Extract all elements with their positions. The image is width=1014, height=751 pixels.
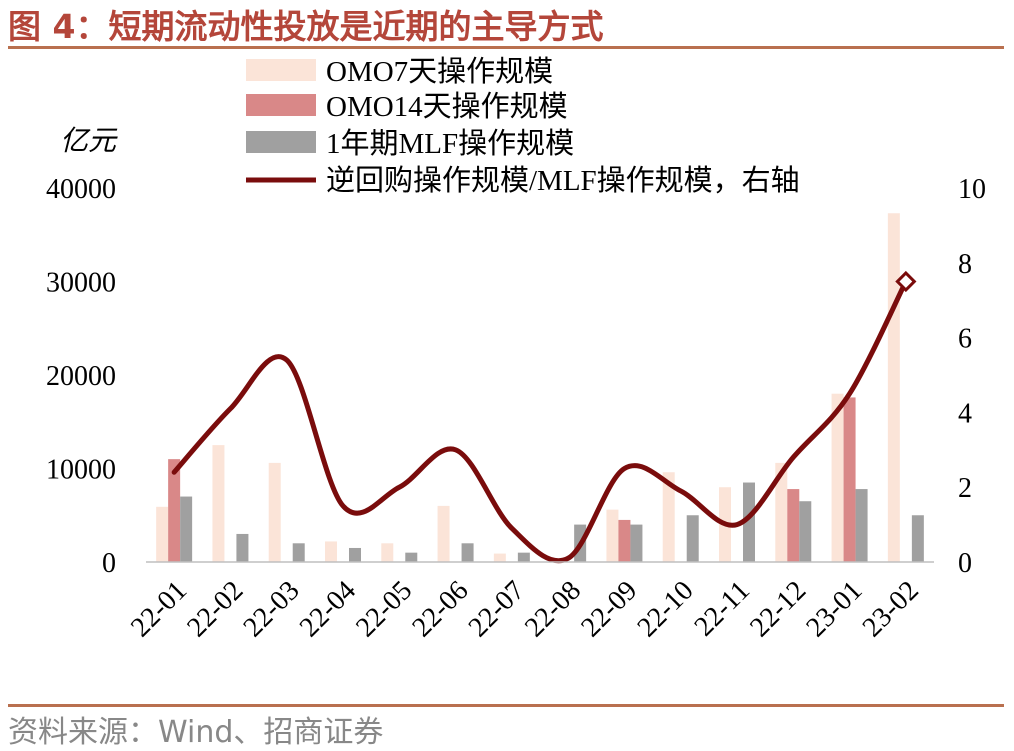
bar-2-22-02 <box>236 533 249 562</box>
legend-swatch-2 <box>246 131 316 153</box>
y-left-tick-label: 30000 <box>46 268 116 299</box>
bar-1-22-01 <box>168 459 181 562</box>
legend-label-1: OMO14天操作规模 <box>326 90 568 123</box>
figure-title: 图 4：短期流动性投放是近期的主导方式 <box>8 7 604 46</box>
y-left-tick-label: 20000 <box>46 361 116 392</box>
y-right-tick-label: 0 <box>958 548 972 579</box>
bar-2-22-06 <box>461 543 474 562</box>
ratio-line <box>171 279 909 564</box>
bar-0-23-02 <box>887 213 900 562</box>
bar-0-22-05 <box>381 543 394 562</box>
y-left-tick-label: 10000 <box>46 455 116 486</box>
bar-0-22-03 <box>268 462 281 562</box>
x-tick-label: 22-12 <box>744 575 812 643</box>
legend-label-0: OMO7天操作规模 <box>326 55 553 88</box>
y-right-tick-label: 8 <box>958 249 972 280</box>
bar-layer <box>156 213 924 562</box>
bar-0-22-09 <box>606 509 619 562</box>
y-right-tick-label: 6 <box>958 324 972 355</box>
x-tick-label: 22-03 <box>238 575 306 643</box>
bar-1-22-12 <box>787 489 800 562</box>
bar-2-23-01 <box>855 489 868 562</box>
bar-2-22-10 <box>686 515 699 562</box>
bar-2-22-01 <box>180 496 193 562</box>
bar-0-22-04 <box>325 541 337 562</box>
title-rule <box>8 46 1004 49</box>
x-tick-label: 22-10 <box>632 575 700 643</box>
y-right-tick-label: 2 <box>958 473 972 504</box>
x-tick-label: 22-11 <box>689 575 756 642</box>
bar-2-22-12 <box>799 501 812 562</box>
x-tick-label: 22-09 <box>575 575 643 643</box>
x-axis: 22-0122-0222-0322-0422-0522-0622-0722-08… <box>125 561 934 643</box>
bar-1-22-09 <box>618 519 631 562</box>
y-right-tick-label: 10 <box>958 174 986 205</box>
bar-0-22-10 <box>662 472 675 562</box>
x-tick-label: 22-06 <box>406 575 474 643</box>
legend-label-2: 1年期MLF操作规模 <box>326 127 574 160</box>
x-tick-label: 23-01 <box>800 575 868 643</box>
y-left-axis: 0 10000 20000 30000 40000 <box>46 174 116 579</box>
bar-2-22-11 <box>743 482 755 562</box>
x-tick-label: 22-08 <box>519 575 587 643</box>
y-right-tick-label: 4 <box>958 398 972 429</box>
x-tick-label: 23-02 <box>857 575 925 643</box>
y-left-unit-label: 亿元 <box>60 126 118 157</box>
bar-2-22-03 <box>292 543 305 562</box>
x-tick-label: 22-04 <box>294 575 362 643</box>
bar-2-22-07 <box>517 552 530 562</box>
x-tick-label: 22-07 <box>463 575 531 643</box>
bar-1-23-01 <box>843 397 856 562</box>
legend-swatch-1 <box>246 94 316 116</box>
bar-2-22-05 <box>405 552 418 562</box>
bar-2-22-04 <box>349 547 361 562</box>
bar-0-22-07 <box>493 553 506 562</box>
y-right-axis: 0 2 4 6 8 10 <box>958 174 986 579</box>
bar-0-22-12 <box>775 462 788 562</box>
bar-2-22-09 <box>630 524 643 562</box>
source-rule <box>8 704 1004 707</box>
legend-swatch-0 <box>246 59 316 81</box>
bar-0-23-01 <box>831 393 844 562</box>
x-tick-label: 22-02 <box>181 575 249 643</box>
bar-2-23-02 <box>911 515 924 562</box>
ratio-line-end-marker <box>895 270 917 293</box>
bar-0-22-06 <box>437 505 450 562</box>
bar-0-22-02 <box>212 445 225 562</box>
x-tick-label: 22-01 <box>125 575 193 643</box>
y-left-tick-label: 40000 <box>46 174 116 205</box>
legend-label-3: 逆回购操作规模/MLF操作规模，右轴 <box>326 164 800 197</box>
x-tick-label: 22-05 <box>350 575 418 643</box>
y-left-tick-label: 0 <box>102 548 116 579</box>
source-note: 资料来源：Wind、招商证券 <box>8 715 384 750</box>
bar-0-22-01 <box>156 506 169 562</box>
line-layer <box>171 270 917 564</box>
